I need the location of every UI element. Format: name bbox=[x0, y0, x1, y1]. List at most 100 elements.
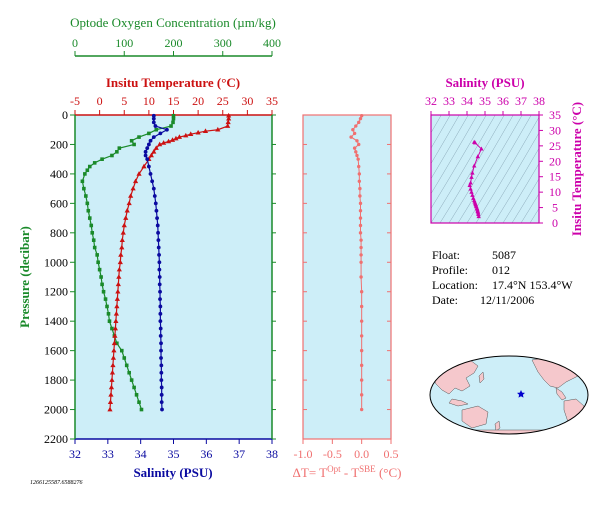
delta-point bbox=[359, 260, 363, 264]
temperature-point bbox=[111, 340, 117, 346]
temperature-point bbox=[116, 266, 122, 272]
ts-salinity-tick-label: 38 bbox=[533, 94, 545, 108]
delta-point bbox=[358, 201, 363, 206]
ts-salinity-ticks: 32 33 34 35 36 37 38 bbox=[425, 94, 545, 115]
salinity-point bbox=[159, 348, 163, 353]
salinity-point bbox=[143, 149, 148, 154]
salinity-axis-title: Salinity (PSU) bbox=[133, 465, 212, 480]
pressure-tick-label: 1600 bbox=[44, 344, 68, 358]
delta-tick-label: 0.0 bbox=[354, 447, 369, 461]
profile-label: Profile: bbox=[432, 263, 468, 277]
temperature-point bbox=[141, 163, 147, 169]
ts-salinity-axis-title: Salinity (PSU) bbox=[445, 75, 524, 90]
ts-density-contour bbox=[431, 115, 469, 180]
salinity-point bbox=[148, 138, 153, 143]
ts-density-contour bbox=[493, 147, 539, 223]
oxygen-point bbox=[107, 319, 112, 323]
delta-point bbox=[359, 334, 364, 338]
salinity-point bbox=[146, 164, 151, 169]
ts-density-contour bbox=[431, 115, 487, 209]
salinity-point bbox=[153, 201, 158, 206]
delta-point bbox=[355, 153, 359, 158]
oxygen-point bbox=[92, 161, 97, 165]
delta-axis-ticks: -1.0 -0.5 0.0 0.5 bbox=[294, 114, 399, 461]
salinity-point bbox=[146, 142, 151, 147]
temperature-tick-label: -5 bbox=[70, 94, 80, 108]
salinity-point bbox=[159, 370, 164, 375]
salinity-point bbox=[155, 223, 160, 228]
salinity-tick-label: 33 bbox=[102, 447, 114, 461]
delta-axis-title: ΔT= TOpt - TSBE (°C) bbox=[293, 464, 402, 480]
salinity-point bbox=[159, 400, 164, 405]
delta-point bbox=[357, 172, 362, 176]
temperature-point bbox=[110, 362, 116, 368]
ts-temperature-tick-label: 15 bbox=[549, 170, 561, 184]
temperature-point bbox=[109, 377, 115, 382]
salinity-point bbox=[158, 297, 162, 301]
oxygen-point bbox=[105, 304, 109, 309]
temperature-point bbox=[188, 131, 194, 136]
salinity-point bbox=[159, 356, 163, 360]
salinity-point bbox=[157, 282, 162, 287]
ts-salinity-tick-label: 33 bbox=[443, 94, 455, 108]
salinity-point bbox=[159, 363, 164, 368]
temperature-series bbox=[107, 112, 232, 412]
oxygen-point bbox=[85, 168, 90, 173]
oxygen-point bbox=[91, 238, 96, 242]
temperature-point bbox=[148, 152, 154, 158]
temperature-point bbox=[109, 369, 116, 375]
land-australia bbox=[461, 405, 489, 429]
temperature-point bbox=[110, 355, 117, 360]
salinity-point bbox=[143, 153, 148, 158]
profile-value: 012 bbox=[492, 263, 510, 277]
ts-point bbox=[472, 163, 477, 168]
pressure-tick-label: 2200 bbox=[44, 432, 68, 446]
temperature-point bbox=[132, 178, 139, 184]
oxygen-point bbox=[129, 378, 134, 382]
ts-salinity-tick-label: 37 bbox=[515, 94, 527, 108]
pressure-tick-label: 1400 bbox=[44, 314, 68, 328]
delta-point bbox=[359, 290, 364, 294]
delta-point bbox=[359, 393, 364, 397]
temperature-point bbox=[165, 138, 172, 144]
oxygen-point bbox=[124, 363, 129, 368]
ts-temperature-tick-label: 20 bbox=[549, 154, 561, 168]
pressure-tick-label: 200 bbox=[50, 137, 68, 151]
temperature-point bbox=[119, 244, 125, 250]
location-label: Location: bbox=[432, 278, 478, 292]
delta-point bbox=[352, 131, 357, 136]
float-location-star-icon bbox=[517, 390, 525, 398]
oxygen-point bbox=[95, 253, 99, 257]
oxygen-point bbox=[137, 400, 141, 404]
temperature-point bbox=[151, 149, 157, 154]
land-central-america bbox=[555, 387, 567, 401]
ts-salinity-tick-label: 35 bbox=[479, 94, 491, 108]
salinity-point bbox=[158, 304, 163, 309]
ts-temperature-tick-label: 35 bbox=[549, 108, 561, 122]
ts-point bbox=[470, 192, 475, 197]
temperature-point bbox=[215, 126, 221, 132]
salinity-point bbox=[157, 275, 162, 279]
delta-point bbox=[354, 150, 358, 154]
ts-density-contour bbox=[484, 132, 539, 223]
oxygen-point bbox=[147, 131, 151, 136]
oxygen-point bbox=[127, 370, 131, 375]
temperature-point bbox=[121, 222, 127, 228]
temperature-point bbox=[113, 318, 119, 323]
temperature-point bbox=[112, 333, 118, 338]
pressure-axis-ticks: 0 200 400 600 800 1000 1200 1400 1600 1800 2000 220… bbox=[44, 108, 276, 446]
salinity-point bbox=[165, 127, 169, 132]
temperature-tick-label: 15 bbox=[168, 94, 180, 108]
oxygen-point bbox=[115, 150, 119, 154]
temperature-point bbox=[107, 406, 113, 412]
temperature-point bbox=[173, 135, 179, 141]
delta-point bbox=[358, 194, 362, 198]
temperature-point bbox=[169, 137, 176, 142]
temperature-point bbox=[115, 288, 121, 294]
delta-point bbox=[349, 135, 353, 139]
delta-point bbox=[359, 245, 363, 250]
oxygen-point bbox=[132, 142, 136, 147]
salinity-point bbox=[154, 208, 159, 213]
oxygen-point bbox=[87, 164, 92, 169]
